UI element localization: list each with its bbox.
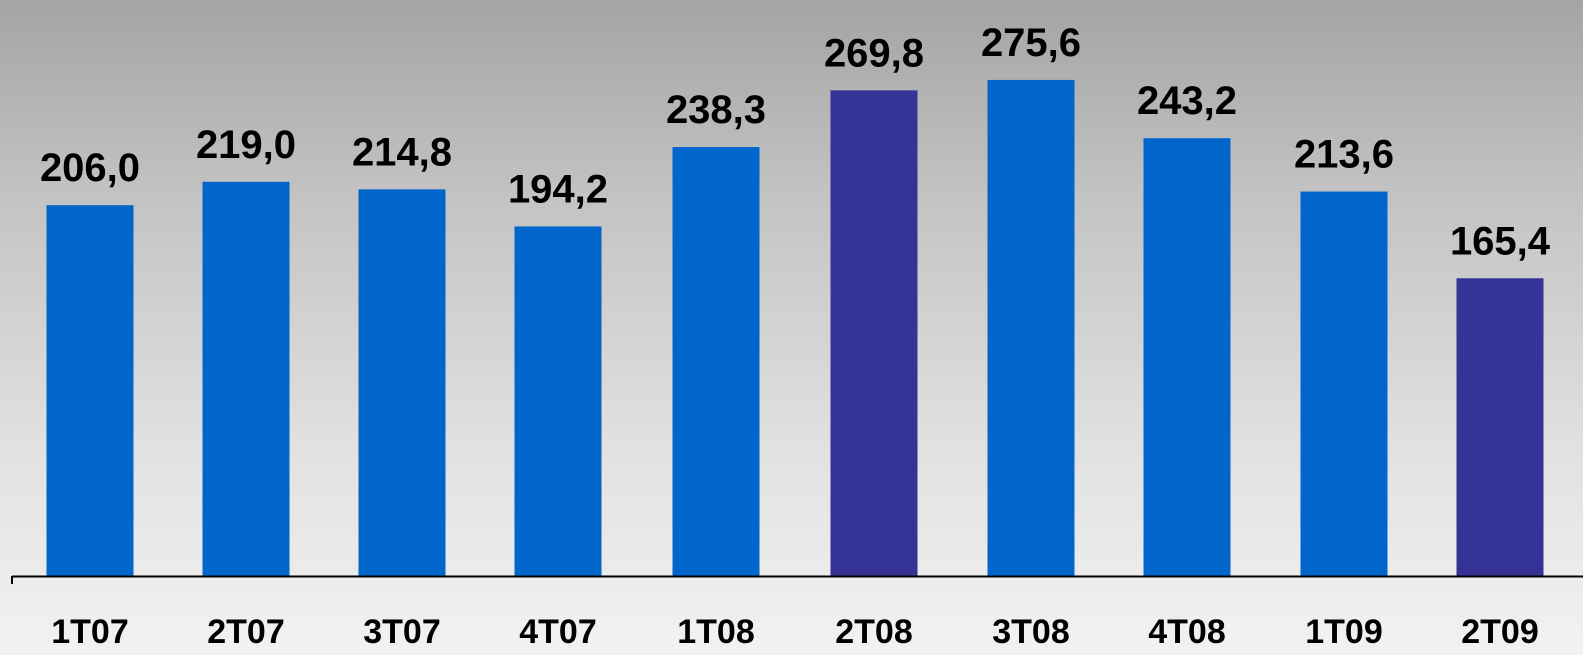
category-labels-group: 1T07 2T07 3T07 4T07 1T08 2T08 3T08 4T08 1T09 2T09 [51, 613, 1539, 651]
category-label-2T08: 2T08 [835, 613, 913, 651]
bars-group [46, 79, 1544, 577]
category-label-3T07: 3T07 [363, 613, 441, 651]
bar-2T07 [202, 181, 290, 577]
bar-4T08 [1143, 138, 1231, 577]
value-label-4T07: 194,2 [508, 167, 608, 211]
value-label-3T07: 214,8 [352, 130, 452, 174]
value-label-2T08: 269,8 [824, 31, 924, 75]
category-label-1T09: 1T09 [1305, 613, 1383, 651]
value-label-3T08: 275,6 [981, 21, 1081, 65]
value-label-4T08: 243,2 [1137, 79, 1237, 123]
category-label-1T08: 1T08 [677, 613, 755, 651]
value-label-1T07: 206,0 [40, 146, 140, 190]
bar-2T08 [830, 90, 918, 577]
bar-1T07 [46, 205, 134, 576]
bar-4T07 [514, 226, 602, 576]
bar-3T08 [987, 79, 1075, 577]
value-label-2T09: 165,4 [1450, 219, 1551, 263]
bar-1T08 [672, 147, 760, 576]
value-labels-group: 206,0 219,0 214,8 194,2 238,3 269,8 275,6 243,2… [40, 21, 1551, 263]
category-label-1T07: 1T07 [51, 613, 129, 651]
category-label-2T07: 2T07 [207, 613, 285, 651]
category-label-2T09: 2T09 [1461, 613, 1539, 651]
value-label-1T08: 238,3 [666, 88, 766, 132]
value-label-1T09: 213,6 [1294, 133, 1394, 177]
category-label-4T08: 4T08 [1148, 613, 1226, 651]
category-label-4T07: 4T07 [519, 613, 597, 651]
bar-2T09 [1456, 278, 1544, 576]
bar-1T09 [1300, 191, 1388, 576]
bar-3T07 [358, 189, 446, 577]
value-label-2T07: 219,0 [196, 123, 296, 167]
category-label-3T08: 3T08 [992, 613, 1070, 651]
